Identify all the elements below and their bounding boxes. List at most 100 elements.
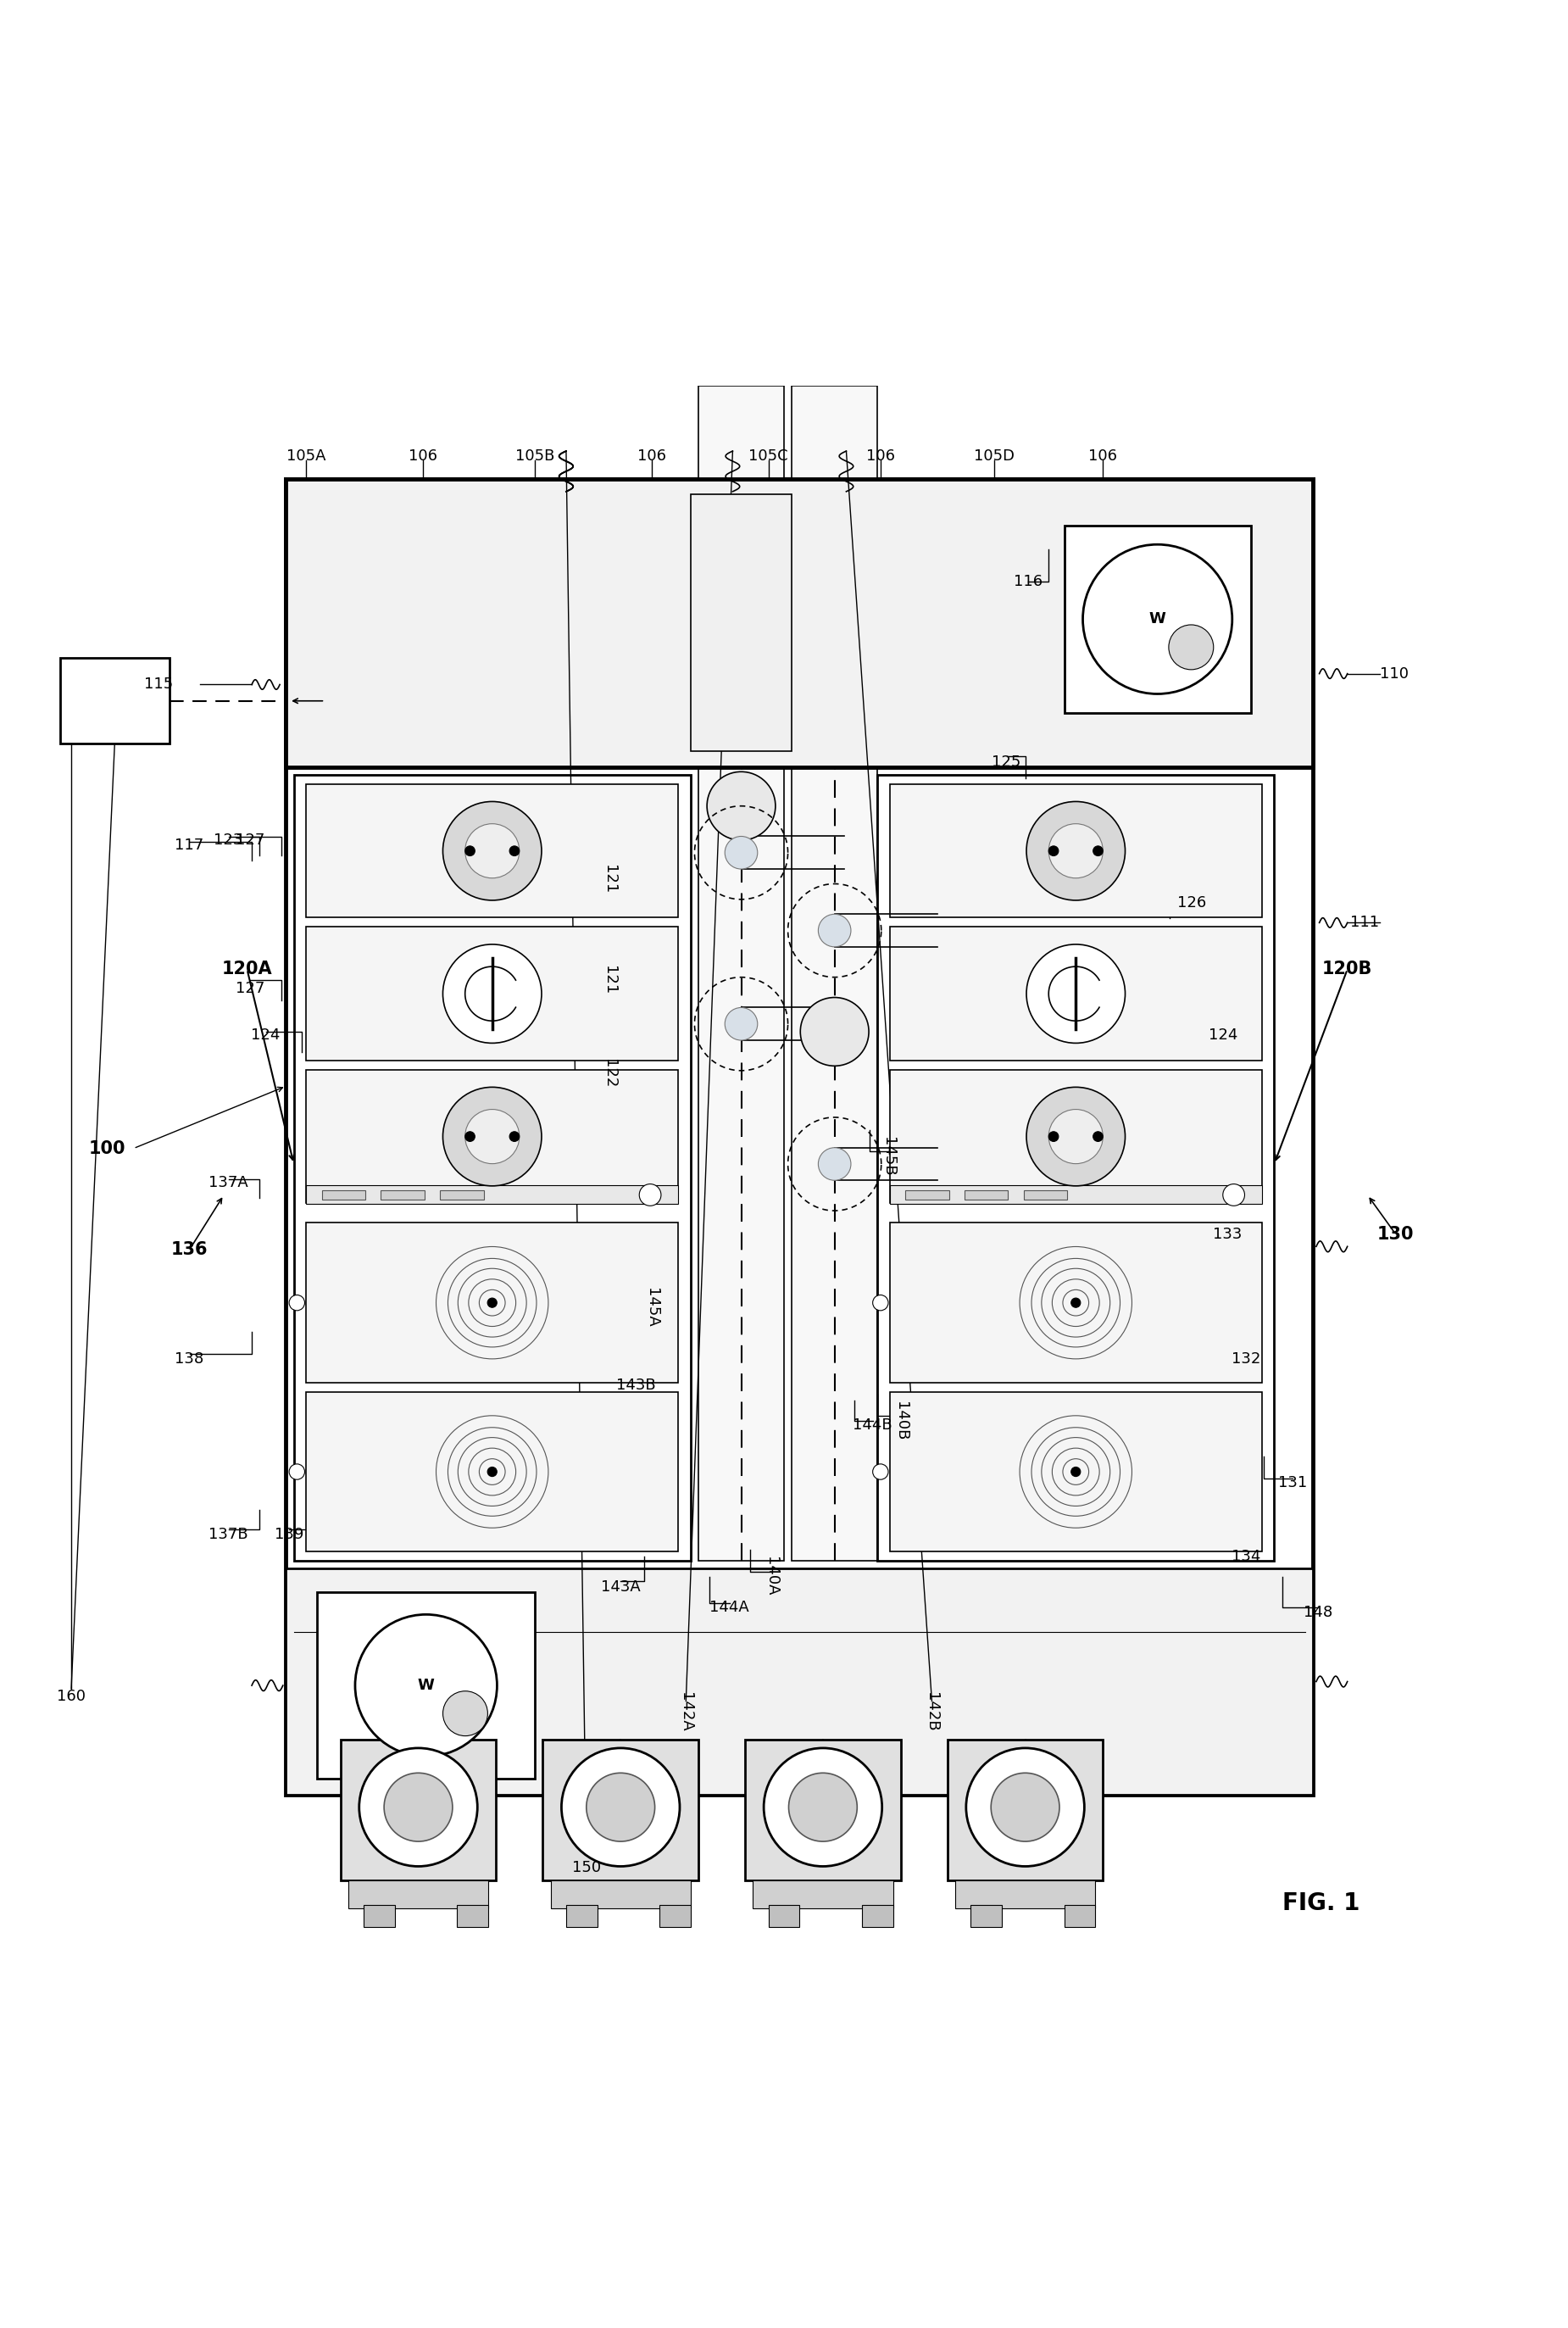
Circle shape xyxy=(466,1131,475,1141)
Text: 116: 116 xyxy=(1014,575,1043,589)
Text: 125: 125 xyxy=(993,754,1021,771)
Text: 120A: 120A xyxy=(221,961,273,978)
Text: 145B: 145B xyxy=(881,1136,895,1176)
Bar xyxy=(947,1739,1102,1881)
Text: 123: 123 xyxy=(213,833,243,847)
Circle shape xyxy=(1093,845,1102,857)
Text: W: W xyxy=(1149,612,1167,626)
Bar xyxy=(964,1190,1008,1199)
Bar xyxy=(317,1592,535,1779)
Circle shape xyxy=(789,1774,858,1841)
Circle shape xyxy=(764,1748,883,1867)
Bar xyxy=(458,1904,488,1928)
Bar xyxy=(550,1881,690,1909)
Text: 139: 139 xyxy=(274,1527,304,1541)
Text: 140B: 140B xyxy=(894,1401,908,1441)
Text: 115: 115 xyxy=(144,677,172,691)
Bar xyxy=(306,927,679,1062)
Text: 121: 121 xyxy=(602,966,618,994)
Bar xyxy=(285,480,1312,1795)
Bar xyxy=(768,1904,800,1928)
Text: 137B: 137B xyxy=(209,1527,248,1541)
Bar xyxy=(364,1904,395,1928)
Bar xyxy=(955,1881,1094,1909)
Text: 150: 150 xyxy=(572,1860,601,1876)
Bar xyxy=(306,785,679,917)
Circle shape xyxy=(1049,1110,1102,1164)
Text: 127: 127 xyxy=(235,980,265,996)
Text: FIG. 1: FIG. 1 xyxy=(1283,1893,1359,1916)
Circle shape xyxy=(561,1748,681,1867)
Circle shape xyxy=(289,1464,304,1481)
Bar xyxy=(889,1392,1262,1550)
Circle shape xyxy=(1223,1185,1245,1206)
Text: 106: 106 xyxy=(1088,447,1118,463)
Text: 142B: 142B xyxy=(924,1692,939,1732)
Bar xyxy=(1065,526,1251,712)
Text: 137A: 137A xyxy=(209,1176,248,1190)
Circle shape xyxy=(586,1774,655,1841)
Circle shape xyxy=(873,1464,887,1481)
Bar xyxy=(660,1904,690,1928)
Bar xyxy=(306,1392,679,1550)
Text: 142A: 142A xyxy=(679,1692,693,1732)
Circle shape xyxy=(384,1774,453,1841)
Circle shape xyxy=(724,836,757,868)
Circle shape xyxy=(724,1008,757,1041)
Circle shape xyxy=(818,915,851,947)
Bar xyxy=(381,1190,425,1199)
Circle shape xyxy=(359,1748,477,1867)
Text: 148: 148 xyxy=(1303,1604,1333,1620)
Bar xyxy=(306,1071,679,1204)
Bar xyxy=(1024,1190,1068,1199)
Circle shape xyxy=(289,1294,304,1311)
Text: 105C: 105C xyxy=(748,447,789,463)
Bar xyxy=(543,1739,698,1881)
Bar xyxy=(306,1185,679,1204)
Circle shape xyxy=(510,845,519,857)
Text: 130: 130 xyxy=(1377,1225,1414,1243)
Text: 105A: 105A xyxy=(287,447,326,463)
Circle shape xyxy=(442,945,541,1043)
Text: 127: 127 xyxy=(235,833,265,847)
Text: 145A: 145A xyxy=(644,1287,660,1327)
Text: 132: 132 xyxy=(1231,1350,1261,1367)
Bar xyxy=(321,1190,365,1199)
Text: 106: 106 xyxy=(409,447,437,463)
Circle shape xyxy=(354,1616,497,1755)
Circle shape xyxy=(991,1774,1060,1841)
Circle shape xyxy=(640,1185,662,1206)
Bar xyxy=(285,480,1312,766)
Text: 111: 111 xyxy=(1350,915,1378,931)
Circle shape xyxy=(1049,1131,1058,1141)
Bar xyxy=(690,494,792,752)
Circle shape xyxy=(466,845,475,857)
Circle shape xyxy=(442,1087,541,1185)
Text: 120B: 120B xyxy=(1322,961,1372,978)
Text: 143B: 143B xyxy=(616,1378,655,1392)
Bar xyxy=(293,775,690,1562)
Text: 117: 117 xyxy=(176,838,204,852)
Bar xyxy=(889,1071,1262,1204)
Circle shape xyxy=(442,801,541,901)
Text: 106: 106 xyxy=(637,447,666,463)
Bar xyxy=(1065,1904,1094,1928)
Circle shape xyxy=(488,1467,497,1476)
Text: 140A: 140A xyxy=(764,1557,779,1597)
Circle shape xyxy=(488,1299,497,1308)
Text: 100: 100 xyxy=(89,1141,125,1157)
Circle shape xyxy=(1049,824,1102,878)
Bar xyxy=(889,1222,1262,1383)
Bar xyxy=(971,1904,1002,1928)
Text: 124: 124 xyxy=(251,1027,281,1043)
Bar xyxy=(340,1739,495,1881)
Text: 110: 110 xyxy=(1380,666,1408,682)
Text: 160: 160 xyxy=(56,1688,86,1704)
Text: 136: 136 xyxy=(171,1241,209,1257)
Circle shape xyxy=(1093,1131,1102,1141)
Text: 121: 121 xyxy=(602,864,618,894)
Circle shape xyxy=(1083,545,1232,694)
Bar xyxy=(348,1881,488,1909)
Circle shape xyxy=(1027,1087,1126,1185)
Text: 143A: 143A xyxy=(601,1581,640,1595)
